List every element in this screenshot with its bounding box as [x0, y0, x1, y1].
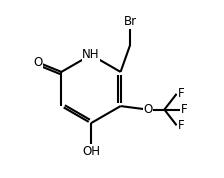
- Text: NH: NH: [82, 48, 100, 61]
- Text: F: F: [181, 103, 188, 116]
- Text: OH: OH: [82, 145, 100, 158]
- Text: O: O: [33, 56, 42, 69]
- Text: O: O: [143, 103, 152, 116]
- Text: F: F: [178, 119, 184, 132]
- Text: Br: Br: [124, 15, 137, 28]
- Text: F: F: [178, 87, 184, 100]
